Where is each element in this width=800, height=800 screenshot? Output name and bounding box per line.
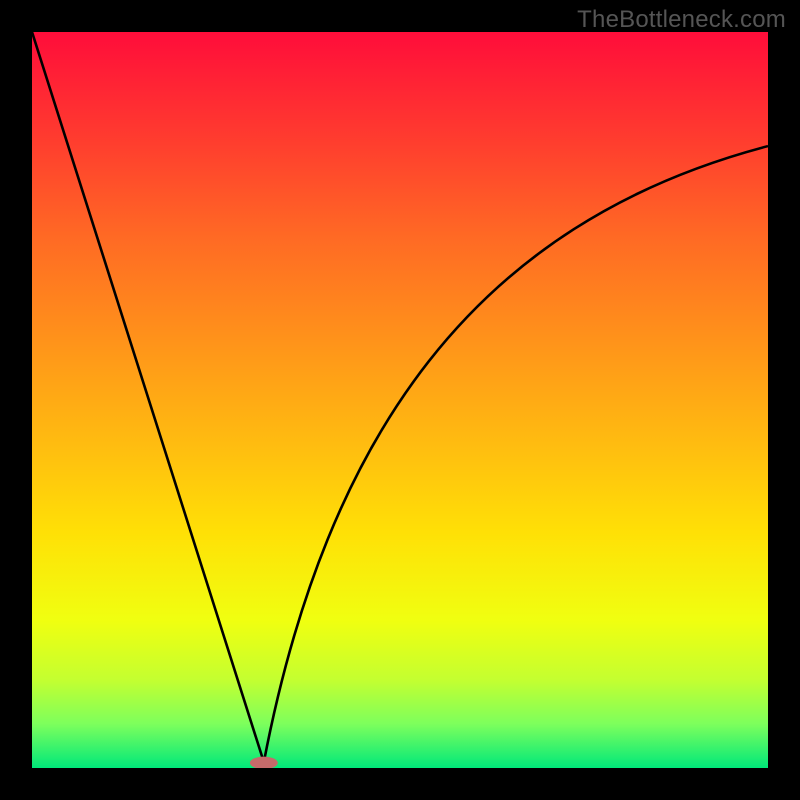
v-curve	[32, 32, 768, 768]
curve-path	[32, 32, 768, 762]
chart-container: TheBottleneck.com	[0, 0, 800, 800]
plot-area	[32, 32, 768, 768]
minimum-marker	[250, 757, 278, 768]
watermark-text: TheBottleneck.com	[577, 6, 786, 34]
